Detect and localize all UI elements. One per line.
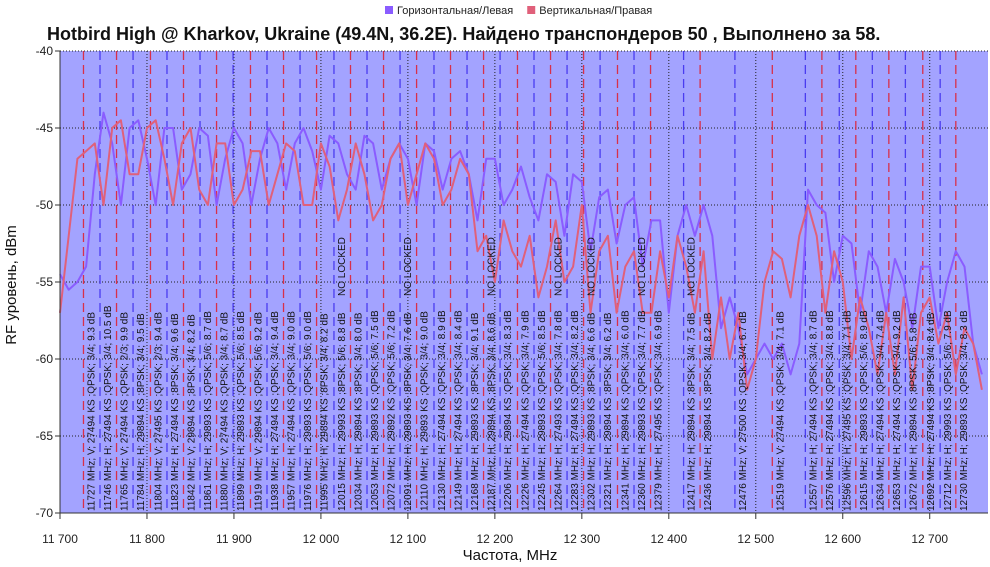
transponder-label: 11804 MHz; V; 27495 KS ;QPSK; 2/3; 9.4 d… (153, 312, 164, 511)
no-locked-label: NO LOCKED (687, 237, 698, 296)
no-locked-label: NO LOCKED (554, 237, 565, 296)
y-tick-label: -65 (36, 429, 54, 443)
y-tick-label: -45 (36, 121, 54, 135)
x-tick-label: 11 700 (42, 532, 78, 546)
x-tick-label: 12 600 (824, 532, 861, 546)
transponder-label: 11976 MHz; H; 29893 KS ;QPSK; 5/6; 9.0 d… (303, 311, 314, 511)
transponder-label: 12130 MHz; H; 27494 KS ;QPSK; 3/4; 8.9 d… (437, 310, 448, 511)
transponder-label: 12672 MHz; H; 29894 KS ;8PSK; 5/6; 5.8 d… (908, 312, 919, 511)
transponder-label: 12283 MHz; H; 27494 KS ;QPSK; 3/4; 8.2 d… (570, 310, 581, 511)
transponder-label: 11842 MHz; V; 29894 KS ;8PSK; 3/4; 8.2 d… (187, 314, 198, 511)
no-locked-label: NO LOCKED (487, 237, 498, 296)
transponder-label: 12379 MHz; H; 27495 KS ;QPSK; 3/4; 6.9 d… (654, 310, 665, 511)
transponder-label: 12653 MHz; H; 27494 KS ;QPSK; 3/4; 9.2 d… (892, 310, 903, 511)
transponder-label: 12149 MHz; H; 27494 KS ;QPSK; 3/4; 8.4 d… (454, 310, 465, 511)
series-lines (59, 111, 983, 391)
no-locked-label: NO LOCKED (337, 237, 348, 296)
transponder-label: 11746 MHz; H; 27494 KS ;QPSK; 3/4; 10.5 … (103, 305, 114, 511)
series-line (59, 111, 983, 376)
x-tick-label: 11 900 (216, 532, 252, 546)
transponder-label: 12264 MHz; H; 27493 KS ;QPSK; 3/4; 7.8 d… (554, 310, 565, 511)
transponder-label: 12015 MHz; H; 29993 KS ;8PSK; 5/6; 8.8 d… (337, 312, 348, 511)
transponder-label: 12341 MHz; H; 29894 KS ;QPSK; 3/4; 6.0 d… (620, 310, 631, 511)
no-locked-label: NO LOCKED (587, 237, 598, 296)
transponder-labels: 11727 MHz; V; 27494 KS ;QPSK; 3/4; 9.3 d… (86, 237, 969, 511)
transponder-label: 12436 MHz; H; 29894 KS ;8PSK; 3/4; 8.2 d… (703, 312, 714, 511)
transponder-label: 11880 MHz; V; 27494 KS ;QPSK; 3/4; 8.7 d… (220, 312, 231, 511)
transponder-label: 12226 MHz; H; 27494 KS ;QPSK; 3/4; 7.9 d… (520, 310, 531, 511)
legend-swatch (527, 6, 536, 14)
transponder-label: 12091 MHz; H; 29893 KS ;8PSK; 3/4; 7.6 d… (403, 312, 414, 511)
transponder-label: 11957 MHz; H; 27494 KS ;QPSK; 3/4; 9.0 d… (287, 311, 298, 511)
x-tick-label: 12 700 (911, 532, 948, 546)
transponder-label: 12168 MHz; H; 29893 KS ;8PSK; 3/4; 9.1 d… (470, 312, 481, 511)
transponder-label: 12476 MHz; V; 27500 KS ;QPSK; 3/4; 6.7 d… (738, 311, 749, 511)
transponder-label: 12053 MHz; H; 29893 KS ;QPSK; 5/6; 7.5 d… (370, 310, 381, 511)
transponder-label: 12519 MHz; V; 27494 KS ;QPSK; 3/4; 7.1 d… (775, 311, 786, 511)
transponder-label: 11727 MHz; V; 27494 KS ;QPSK; 3/4; 9.3 d… (86, 312, 97, 511)
transponder-label: 12072 MHz; H; 29892 KS ;QPSK; 5/6; 7.2 d… (387, 310, 398, 511)
transponder-label: 12245 MHz; H; 29893 KS ;QPSK; 5/6; 8.5 d… (537, 310, 548, 511)
transponder-label: 12634 MHz; H; 27494 KS ;QPSK; 3/4; 7.4 d… (875, 310, 886, 511)
y-tick-label: -50 (36, 198, 54, 212)
x-tick-label: 12 300 (563, 532, 600, 546)
x-tick-label: 11 800 (129, 532, 165, 546)
transponder-label: 11861 MHz; H; 29893 KS ;QPSK; 5/6; 8.7 d… (203, 311, 214, 511)
y-tick-label: -40 (36, 44, 54, 58)
x-tick-label: 12 500 (737, 532, 774, 546)
series-line (59, 119, 983, 391)
transponder-label: 12692 MHz; H; 27494 KS ;8PSK; 3/4; 8.4 d… (926, 312, 937, 511)
transponder-label: 12557 MHz; H; 27494 KS ;QPSK; 3/4; 8.7 d… (808, 310, 819, 511)
transponder-label: 12576 MHz; H; 27494 KS ;QPSK; 3/4; 8.8 d… (825, 310, 836, 511)
legend: Горизонтальная/Левая Вертикальная/Правая (385, 5, 652, 17)
y-tick-label: -55 (36, 275, 54, 289)
transponder-label: 11784 MHz; H; 29894 KS ;8PSK; 3/4; 9.5 d… (136, 313, 147, 511)
y-axis-title: RF уровень, dBm (3, 225, 20, 345)
transponder-label: 12596 MHz; H; 27495 KS ;QPSK; 3/4; 7.1 d… (842, 310, 853, 511)
transponder-label: 12615 MHz; H; 29893 KS ;QPSK; 5/6; 8.9 d… (859, 310, 870, 511)
chart-title: Hotbird High @ Kharkov, Ukraine (49.4N, … (47, 24, 880, 44)
y-tick-label: -70 (36, 506, 54, 520)
transponder-label: 12034 MHz; H; 29894 KS ;8PSK; 3/4; 8.0 d… (353, 312, 364, 511)
x-axis-title: Частота, MHz (463, 547, 558, 564)
y-tick-label: -60 (36, 352, 54, 366)
transponder-label: 11995 MHz; H; 29894 KS ;8PSK; 3/4; 8.2 d… (320, 313, 331, 511)
x-tick-label: 12 100 (390, 532, 427, 546)
no-locked-label: NO LOCKED (637, 237, 648, 296)
legend-label: Горизонтальная/Левая (397, 5, 513, 17)
transponder-label: 12187 MHz; H; 29894 KS ;8PSK; 3/4; 8.6 d… (487, 312, 498, 511)
transponder-label: 11919 MHz; V; 29894 KS ;QPSK; 5/6; 9.2 d… (253, 312, 264, 511)
transponder-label: 11938 MHz; H; 27494 KS ;QPSK; 3/4; 9.4 d… (270, 311, 281, 511)
transponder-label: 12302 MHz; H; 29893 KS ;8PSK; 3/4; 6.6 d… (587, 312, 598, 511)
transponder-label: 12110 MHz; H; 29893 KS ;QPSK; 3/4; 9.0 d… (420, 311, 431, 511)
axes: -40 -45 -50 -55 -60 -65 -70 11 700 11 800 11 900 1… (36, 44, 988, 546)
transponder-label: 12321 MHz; H; 29894 KS ;8PSK; 3/4; 6.2 d… (603, 312, 614, 511)
x-tick-label: 12 000 (303, 532, 340, 546)
transponder-label: 12730 MHz; H; 29893 KS ;QPSK; 3/4; 8.3 d… (959, 310, 970, 511)
x-tick-label: 12 200 (477, 532, 514, 546)
transponder-label: 11765 MHz; V; 27494 KS ;QPSK; 2/3; 9.9 d… (120, 312, 131, 511)
transponder-label: 12206 MHz; H; 29894 KS ;QPSK; 3/4; 8.3 d… (503, 310, 514, 511)
x-tick-label: 12 400 (650, 532, 687, 546)
legend-label: Вертикальная/Правая (539, 5, 652, 17)
transponder-label: 12712 MHz; H; 29993 KS ;QPSK; 5/6; 7.9 d… (943, 310, 954, 511)
transponder-label: 12360 MHz; H; 29893 KS ;QPSK; 3/4; 7.7 d… (637, 310, 648, 511)
no-locked-label: NO LOCKED (403, 237, 414, 296)
transponder-label: 11823 MHz; H; 27494 KS ;8PSK; 3/4; 9.6 d… (170, 313, 181, 511)
transponder-label: 12417 MHz; H; 29894 KS ;8PSK; 3/4; 7.5 d… (687, 312, 698, 511)
transponder-label: 11899 MHz; H; 29893 KS ;QPSK; 5/6; 8.5 d… (236, 311, 247, 511)
legend-swatch (385, 6, 393, 14)
